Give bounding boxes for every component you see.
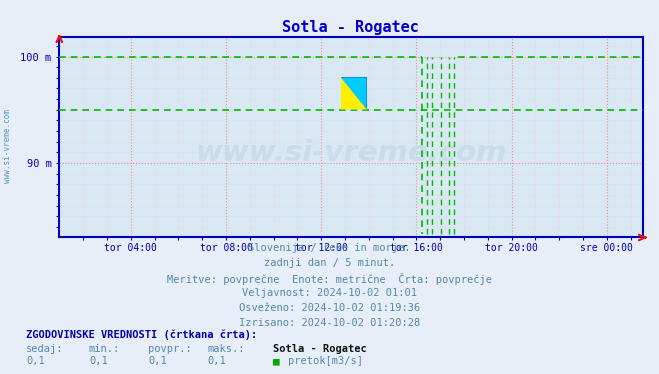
Text: Sotla - Rogatec: Sotla - Rogatec [273, 344, 367, 354]
Text: sedaj:: sedaj: [26, 344, 64, 354]
Text: Slovenija / reke in morje.: Slovenija / reke in morje. [248, 243, 411, 253]
Text: 0,1: 0,1 [26, 356, 45, 366]
Text: Meritve: povprečne  Enote: metrične  Črta: povprečje: Meritve: povprečne Enote: metrične Črta:… [167, 273, 492, 285]
Text: Osveženo: 2024-10-02 01:19:36: Osveženo: 2024-10-02 01:19:36 [239, 303, 420, 313]
Text: 0,1: 0,1 [208, 356, 226, 366]
Text: min.:: min.: [89, 344, 120, 354]
Text: maks.:: maks.: [208, 344, 245, 354]
Text: Izrisano: 2024-10-02 01:20:28: Izrisano: 2024-10-02 01:20:28 [239, 318, 420, 328]
Text: www.si-vreme.com: www.si-vreme.com [3, 109, 13, 183]
Text: 0,1: 0,1 [148, 356, 167, 366]
Text: ZGODOVINSKE VREDNOSTI (črtkana črta):: ZGODOVINSKE VREDNOSTI (črtkana črta): [26, 330, 258, 340]
Polygon shape [341, 77, 366, 110]
Text: Veljavnost: 2024-10-02 01:01: Veljavnost: 2024-10-02 01:01 [242, 288, 417, 298]
Text: zadnji dan / 5 minut.: zadnji dan / 5 minut. [264, 258, 395, 268]
Text: www.si-vreme.com: www.si-vreme.com [195, 140, 507, 168]
Text: ■: ■ [273, 356, 287, 366]
Text: pretok[m3/s]: pretok[m3/s] [288, 356, 363, 366]
Text: 0,1: 0,1 [89, 356, 107, 366]
Text: povpr.:: povpr.: [148, 344, 192, 354]
Title: Sotla - Rogatec: Sotla - Rogatec [283, 20, 419, 35]
Polygon shape [341, 77, 366, 110]
Polygon shape [341, 77, 366, 110]
